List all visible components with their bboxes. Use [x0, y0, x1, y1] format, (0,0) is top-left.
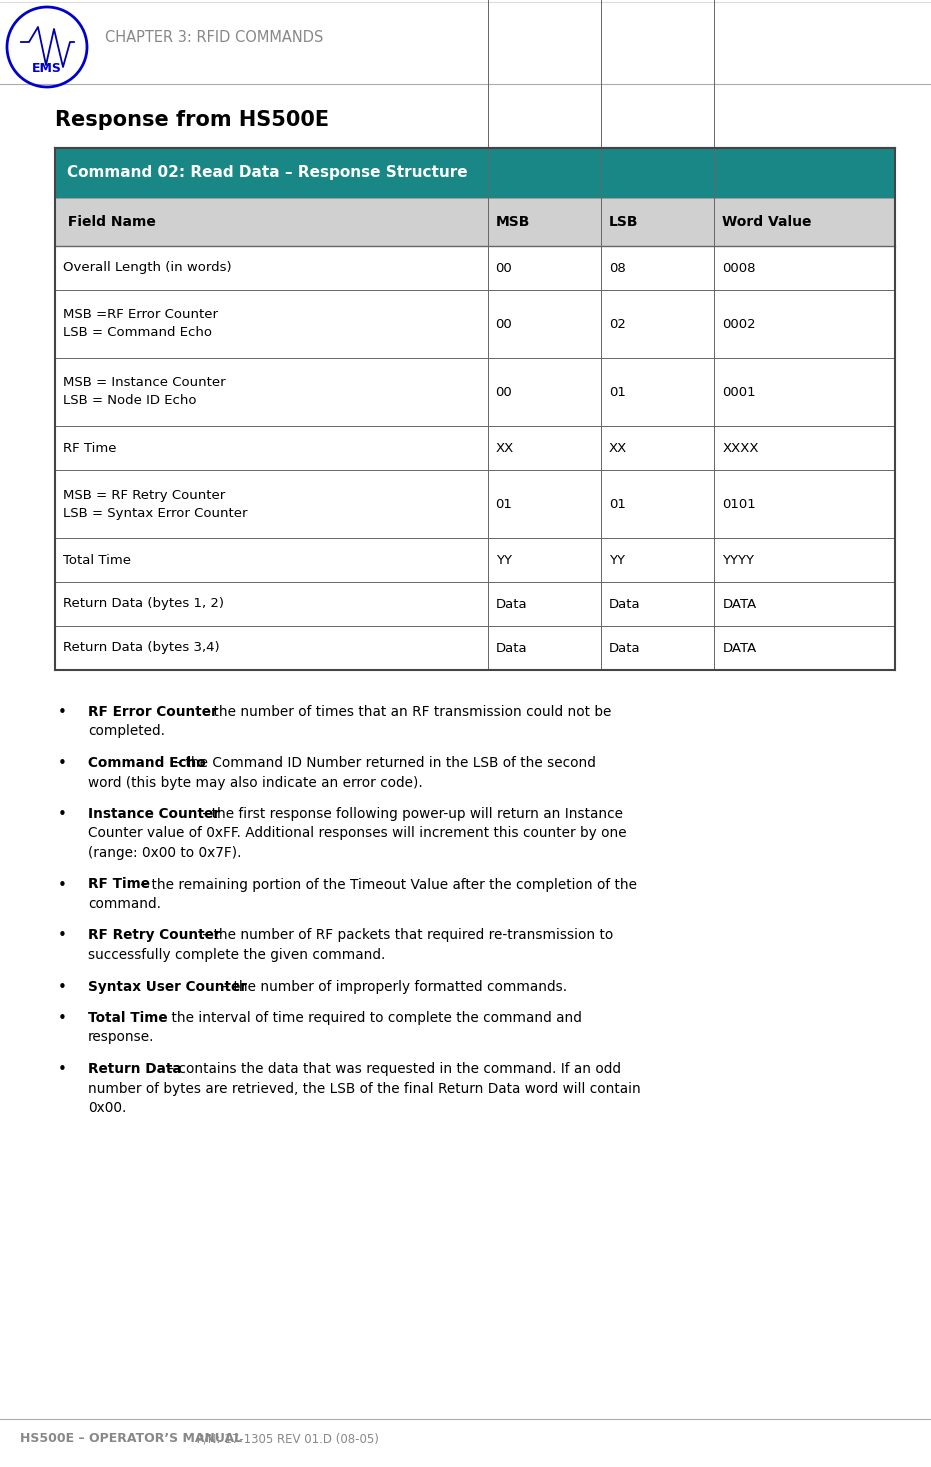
Text: 01: 01: [609, 386, 626, 399]
Text: 0002: 0002: [722, 317, 756, 330]
Text: Word Value: Word Value: [722, 216, 812, 229]
Text: EMS: EMS: [32, 63, 62, 75]
Text: response.: response.: [88, 1030, 155, 1045]
Text: Return Data (bytes 3,4): Return Data (bytes 3,4): [63, 641, 220, 654]
Text: •: •: [58, 1062, 67, 1077]
Text: P/N: 17-1305 REV 01.D (08-05): P/N: 17-1305 REV 01.D (08-05): [193, 1432, 379, 1445]
Text: •: •: [58, 807, 67, 822]
Text: - the first response following power-up will return an Instance: - the first response following power-up …: [197, 807, 623, 822]
Text: •: •: [58, 756, 67, 772]
Text: word (this byte may also indicate an error code).: word (this byte may also indicate an err…: [88, 776, 423, 789]
Text: 01: 01: [495, 497, 512, 511]
Text: Return Data: Return Data: [88, 1062, 182, 1075]
Text: RF Retry Counter: RF Retry Counter: [88, 929, 221, 942]
Text: Total Time: Total Time: [88, 1011, 168, 1025]
Text: 0x00.: 0x00.: [88, 1102, 127, 1115]
Text: Instance Counter: Instance Counter: [88, 807, 220, 822]
Text: Response from HS500E: Response from HS500E: [55, 110, 330, 131]
Text: RF Time: RF Time: [88, 877, 150, 892]
Text: Data: Data: [495, 597, 527, 610]
Text: 08: 08: [609, 261, 626, 274]
Text: 00: 00: [495, 261, 512, 274]
Text: Overall Length (in words): Overall Length (in words): [63, 261, 232, 274]
Bar: [55, 148, 895, 198]
Text: DATA: DATA: [722, 597, 757, 610]
Text: – the number of RF packets that required re-transmission to: – the number of RF packets that required…: [197, 929, 613, 942]
Text: – the number of improperly formatted commands.: – the number of improperly formatted com…: [218, 980, 567, 993]
Text: 0101: 0101: [722, 497, 756, 511]
Text: (range: 0x00 to 0x7F).: (range: 0x00 to 0x7F).: [88, 846, 241, 860]
Text: completed.: completed.: [88, 725, 165, 738]
Text: Field Name: Field Name: [63, 216, 155, 229]
Text: Command Echo: Command Echo: [88, 756, 206, 770]
Text: 02: 02: [609, 317, 626, 330]
Text: 0008: 0008: [722, 261, 756, 274]
Text: •: •: [58, 980, 67, 995]
Text: number of bytes are retrieved, the LSB of the final Return Data word will contai: number of bytes are retrieved, the LSB o…: [88, 1081, 641, 1096]
Bar: [55, 198, 895, 246]
Text: Data: Data: [609, 641, 641, 654]
Text: – the number of times that an RF transmission could not be: – the number of times that an RF transmi…: [197, 706, 611, 719]
Text: – the Command ID Number returned in the LSB of the second: – the Command ID Number returned in the …: [170, 756, 596, 770]
Text: CHAPTER 3: RFID COMMANDS: CHAPTER 3: RFID COMMANDS: [105, 31, 323, 45]
Text: YY: YY: [495, 553, 512, 566]
Bar: [55, 582, 895, 626]
Bar: [55, 538, 895, 582]
Text: 00: 00: [495, 386, 512, 399]
Bar: [55, 290, 895, 358]
Text: 00: 00: [495, 317, 512, 330]
Text: Counter value of 0xFF. Additional responses will increment this counter by one: Counter value of 0xFF. Additional respon…: [88, 826, 627, 841]
Bar: [55, 425, 895, 469]
Text: HS500E – OPERATOR’S MANUAL: HS500E – OPERATOR’S MANUAL: [20, 1432, 242, 1445]
Bar: [55, 626, 895, 670]
Text: command.: command.: [88, 896, 161, 911]
Bar: [55, 246, 895, 290]
Text: MSB = RF Retry Counter
LSB = Syntax Error Counter: MSB = RF Retry Counter LSB = Syntax Erro…: [63, 489, 248, 519]
Text: MSB = Instance Counter
LSB = Node ID Echo: MSB = Instance Counter LSB = Node ID Ech…: [63, 377, 225, 408]
Text: •: •: [58, 706, 67, 720]
Bar: [55, 469, 895, 538]
Text: – contains the data that was requested in the command. If an odd: – contains the data that was requested i…: [163, 1062, 621, 1075]
Text: XX: XX: [495, 442, 514, 455]
Text: LSB: LSB: [609, 216, 639, 229]
Text: – the interval of time required to complete the command and: – the interval of time required to compl…: [156, 1011, 583, 1025]
Text: Total Time: Total Time: [63, 553, 131, 566]
Text: YYYY: YYYY: [722, 553, 754, 566]
Text: Command 02: Read Data – Response Structure: Command 02: Read Data – Response Structu…: [67, 166, 467, 180]
Text: 0001: 0001: [722, 386, 756, 399]
Text: RF Time: RF Time: [63, 442, 116, 455]
Text: MSB: MSB: [495, 216, 530, 229]
Text: successfully complete the given command.: successfully complete the given command.: [88, 948, 385, 962]
Text: 01: 01: [609, 497, 626, 511]
Text: Data: Data: [609, 597, 641, 610]
Bar: [55, 358, 895, 425]
Text: •: •: [58, 1011, 67, 1025]
Text: MSB =RF Error Counter
LSB = Command Echo: MSB =RF Error Counter LSB = Command Echo: [63, 308, 218, 339]
Text: YY: YY: [609, 553, 625, 566]
Text: •: •: [58, 877, 67, 892]
Text: – the remaining portion of the Timeout Value after the completion of the: – the remaining portion of the Timeout V…: [136, 877, 637, 892]
Text: XX: XX: [609, 442, 627, 455]
Text: DATA: DATA: [722, 641, 757, 654]
Text: Data: Data: [495, 641, 527, 654]
Text: XXXX: XXXX: [722, 442, 759, 455]
Text: RF Error Counter: RF Error Counter: [88, 706, 218, 719]
Text: Return Data (bytes 1, 2): Return Data (bytes 1, 2): [63, 597, 224, 610]
Text: •: •: [58, 929, 67, 943]
Text: Syntax User Counter: Syntax User Counter: [88, 980, 247, 993]
